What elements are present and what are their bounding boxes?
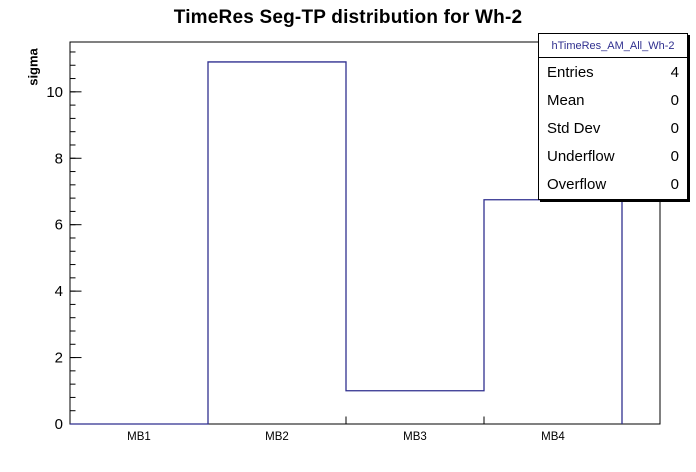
x-tick-label: MB1 — [127, 431, 151, 443]
stats-row-value: 0 — [670, 176, 679, 194]
stats-box-title: hTimeRes_AM_All_Wh-2 — [539, 34, 687, 58]
stats-row: Underflow 0 — [539, 143, 687, 171]
stats-row-label: Underflow — [547, 148, 615, 166]
stats-row: Entries 4 — [539, 58, 687, 86]
y-tick-label: 8 — [55, 150, 63, 167]
x-tick-label: MB3 — [403, 431, 427, 443]
stats-row-value: 0 — [670, 91, 679, 109]
stats-box: hTimeRes_AM_All_Wh-2 Entries 4 Mean 0 Std De… — [538, 33, 688, 200]
y-tick-label: 0 — [55, 416, 63, 433]
stats-row-label: Overflow — [547, 176, 607, 194]
x-tick-label: MB2 — [265, 431, 289, 443]
stats-row: Std Dev 0 — [539, 114, 687, 142]
plot-frame — [69, 41, 661, 425]
y-axis-label: sigma — [25, 48, 41, 86]
y-tick-label: 2 — [55, 350, 63, 367]
chart-title: TimeRes Seg-TP distribution for Wh-2 — [173, 7, 523, 28]
y-tick-label: 6 — [55, 217, 63, 234]
y-tick-label: 10 — [46, 84, 63, 101]
stats-row: Overflow 0 — [539, 171, 687, 199]
x-tick-label: MB4 — [541, 431, 565, 443]
stats-row-value: 0 — [670, 148, 679, 166]
stats-row-value: 0 — [670, 120, 679, 137]
y-tick-label: 4 — [55, 283, 63, 300]
stats-row-label: Std Dev — [547, 120, 601, 137]
stats-row-value: 4 — [670, 63, 679, 81]
stats-row: Mean 0 — [539, 86, 687, 114]
stats-row-label: Entries — [547, 63, 594, 81]
stats-row-label: Mean — [547, 91, 585, 109]
stats-rows: Entries 4 Mean 0 Std Dev 0 Underflow 0 Overflow 0 — [539, 58, 687, 199]
